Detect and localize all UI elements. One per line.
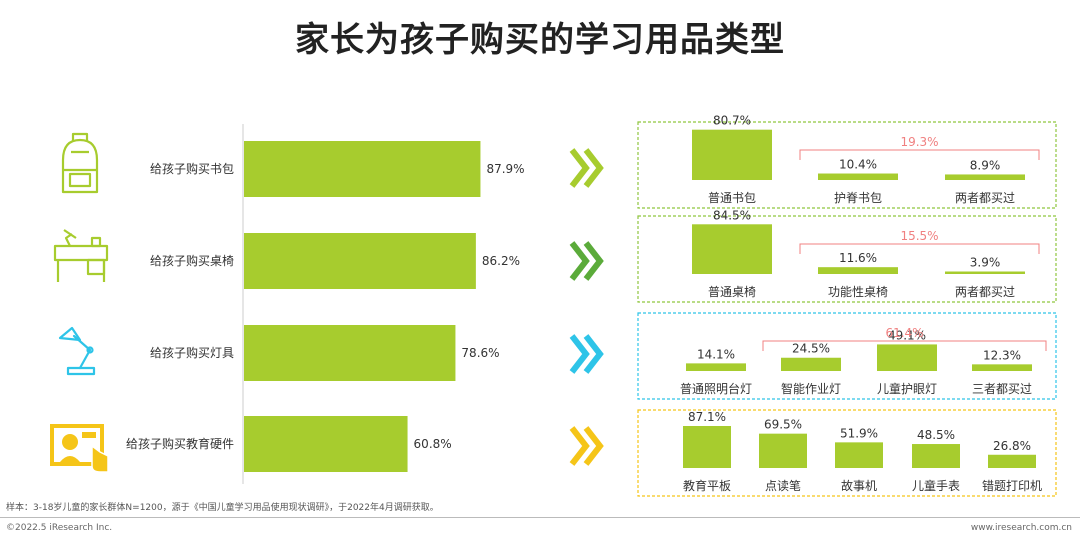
panel-bar xyxy=(781,357,841,371)
chart-canvas: 给孩子购买书包 87.9% 给孩子购买桌椅 86.2% 给孩子购买灯具 78.6% 给孩子购… xyxy=(50,114,1057,497)
panel-category-label: 儿童手表 xyxy=(912,478,960,493)
bracket-label: 61.4% xyxy=(885,326,923,340)
panel-value-label: 80.7% xyxy=(713,114,751,128)
panel-frame-lamp xyxy=(637,312,1057,400)
panel-bar xyxy=(818,173,898,180)
panel-category-label: 功能性桌椅 xyxy=(828,285,888,299)
bracket-label: 15.5% xyxy=(900,229,938,243)
main-category-label: 给孩子购买灯具 xyxy=(150,345,234,360)
panel-bar xyxy=(912,444,960,468)
panel-bar xyxy=(877,344,937,371)
bracket-line xyxy=(799,243,1040,254)
main-bar-chart: 给孩子购买书包 87.9% 给孩子购买桌椅 86.2% 给孩子购买灯具 78.6% 给孩子购… xyxy=(126,141,525,472)
main-category-label: 给孩子购买桌椅 xyxy=(150,253,234,268)
desk-chair-icon xyxy=(53,229,109,282)
panel-category-label: 错题打印机 xyxy=(982,479,1042,493)
panel-category-label: 智能作业灯 xyxy=(781,381,841,396)
copyright: ©2022.5 iResearch Inc. xyxy=(6,523,113,533)
panel-bar xyxy=(759,433,807,468)
panel-category-label: 护脊书包 xyxy=(834,191,882,205)
panel-value-label: 14.1% xyxy=(697,347,735,361)
panel-category-label: 两者都买过 xyxy=(955,191,1015,205)
desk-lamp-icon xyxy=(58,326,96,376)
main-value-label: 86.2% xyxy=(482,254,520,268)
panel-value-label: 24.5% xyxy=(792,342,830,356)
panel-frame-hardware xyxy=(637,409,1057,497)
panel-category-label: 儿童护眼灯 xyxy=(877,381,937,396)
panel-frame-backpack xyxy=(637,121,1057,209)
panel-value-label: 84.5% xyxy=(713,208,751,222)
main-bar xyxy=(244,141,481,197)
panel-value-label: 49.1% xyxy=(888,328,926,342)
panel-bar xyxy=(972,364,1032,371)
panel-category-label: 教育平板 xyxy=(683,478,731,493)
panel-category-label: 故事机 xyxy=(841,478,877,493)
panel-bar xyxy=(692,224,772,274)
panel-value-label: 8.9% xyxy=(970,158,1001,172)
panel-value-label: 11.6% xyxy=(839,251,877,265)
footnote: 样本：3-18岁儿童的家长群体N=1200，源于《中国儿童学习用品使用现状调研》… xyxy=(6,503,439,513)
panel-value-label: 26.8% xyxy=(993,439,1031,453)
backpack-icon xyxy=(61,132,99,194)
bracket-line xyxy=(799,149,1040,160)
panel-category-label: 普通书包 xyxy=(708,191,756,205)
panel-bar xyxy=(683,426,731,468)
main-value-label: 87.9% xyxy=(486,162,524,176)
panel-bar xyxy=(692,129,772,180)
tablet-learning-icon xyxy=(50,424,109,473)
main-value-label: 78.6% xyxy=(461,346,499,360)
panel-category-label: 点读笔 xyxy=(765,478,801,493)
main-category-label: 给孩子购买教育硬件 xyxy=(126,436,234,451)
panel-category-label: 普通照明台灯 xyxy=(680,381,752,396)
chevron-icon xyxy=(569,241,604,281)
panel-value-label: 69.5% xyxy=(764,418,802,432)
panel-hardware: 87.1% 教育平板 69.5% 点读笔 51.9% 故事机 48.5% 儿童手表 26.8% 错… xyxy=(683,410,1042,493)
panel-bar xyxy=(945,271,1025,274)
panel-category-label: 三者都买过 xyxy=(972,382,1032,396)
panel-bar xyxy=(686,363,746,371)
main-value-label: 60.8% xyxy=(414,437,452,451)
chevron-icon xyxy=(569,426,604,466)
panel-frame-desk xyxy=(637,215,1057,303)
panel-value-label: 12.3% xyxy=(983,348,1021,362)
panel-bar xyxy=(835,442,883,468)
page-title: 家长为孩子购买的学习用品类型 xyxy=(295,20,785,60)
chevron-icon xyxy=(569,334,604,374)
website: www.iresearch.com.cn xyxy=(970,523,1072,533)
panel-category-label: 普通桌椅 xyxy=(708,285,756,299)
main-bar xyxy=(244,325,456,381)
panel-value-label: 10.4% xyxy=(839,158,877,172)
main-bar xyxy=(244,233,476,289)
panel-value-label: 3.9% xyxy=(970,256,1001,270)
panel-bar xyxy=(818,267,898,274)
panel-bar xyxy=(945,174,1025,180)
bracket-line xyxy=(762,340,1047,351)
panel-desk: 84.5% 普通桌椅 11.6% 功能性桌椅 3.9% 两者都买过 15.5% xyxy=(692,208,1040,299)
panel-value-label: 87.1% xyxy=(688,410,726,424)
main-category-label: 给孩子购买书包 xyxy=(150,161,234,176)
panel-bar xyxy=(988,454,1036,468)
bracket-label: 19.3% xyxy=(900,135,938,149)
panel-value-label: 48.5% xyxy=(917,428,955,442)
panel-value-label: 51.9% xyxy=(840,426,878,440)
chevron-icon xyxy=(569,148,604,188)
panel-lamp: 14.1% 普通照明台灯 24.5% 智能作业灯 49.1% 儿童护眼灯 12.3% 三者都买… xyxy=(680,326,1047,396)
panel-category-label: 两者都买过 xyxy=(955,285,1015,299)
footer-divider xyxy=(0,517,1080,518)
main-bar xyxy=(244,416,408,472)
panel-backpack: 80.7% 普通书包 10.4% 护脊书包 8.9% 两者都买过 19.3% xyxy=(692,114,1040,205)
